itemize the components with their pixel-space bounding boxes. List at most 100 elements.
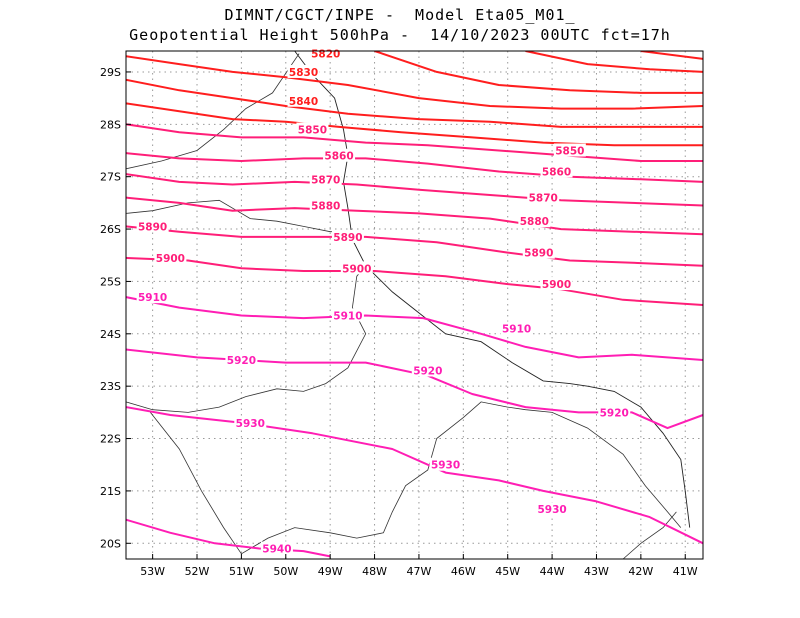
- contour-label: 5900: [342, 263, 371, 275]
- contour-label-background: [225, 352, 258, 366]
- contour-label: 5870: [529, 193, 558, 205]
- map-title-line-2: Geopotential Height 500hPa - 14/10/2023 …: [129, 26, 671, 44]
- y-tick-label: 26S: [100, 223, 121, 236]
- x-tick-label: 47W: [407, 565, 432, 578]
- x-tick-label: 50W: [273, 565, 298, 578]
- contour-line-5900: [126, 256, 703, 306]
- plot-frame: [125, 50, 704, 560]
- x-tick-label: 46W: [451, 565, 476, 578]
- contour-label-background: [540, 164, 573, 178]
- contour-label-background: [536, 502, 569, 516]
- contour-label-background: [260, 541, 293, 555]
- contour-label-background: [296, 122, 329, 136]
- y-tick-label: 29S: [100, 66, 121, 79]
- y-tick-label: 23S: [100, 380, 121, 393]
- contour-line-5910: [126, 296, 703, 361]
- contour-line-5790: [640, 51, 703, 60]
- contour-label: 5890: [333, 232, 362, 244]
- contour-label: 5850: [298, 125, 327, 137]
- x-tick-label: 53W: [140, 565, 165, 578]
- contour-label: 5910: [502, 324, 531, 336]
- contour-label-background: [540, 277, 573, 291]
- y-tick-label: 25S: [100, 275, 121, 288]
- contour-line-5810: [374, 51, 703, 94]
- contour-line-5890: [126, 225, 703, 267]
- contour-label-background: [234, 415, 267, 429]
- x-tick-label: 48W: [362, 565, 387, 578]
- state-border: [125, 265, 367, 413]
- contour-label: 5920: [227, 355, 256, 367]
- state-border: [125, 199, 348, 233]
- contour-label-background: [331, 308, 364, 322]
- contour-label-background: [340, 261, 373, 275]
- lat-lon-grid: [126, 51, 703, 559]
- contour-label: 5920: [413, 365, 442, 377]
- contour-label: 5910: [333, 310, 362, 322]
- y-tick-label: 21S: [100, 485, 121, 498]
- contour-label-background: [411, 363, 444, 377]
- contour-label: 5910: [138, 292, 167, 304]
- contour-label-background: [287, 93, 320, 107]
- contour-label: 5890: [138, 221, 167, 233]
- map-title-line-1: DIMNT/CGCT/INPE - Model Eta05_M01_: [224, 6, 576, 24]
- contour-label-background: [500, 321, 533, 335]
- state-border: [241, 401, 682, 555]
- contour-label: 5870: [311, 174, 340, 186]
- coastline: [294, 50, 691, 528]
- contour-label: 5890: [524, 248, 553, 260]
- contour-label-background: [598, 405, 631, 419]
- y-tick-label: 20S: [100, 537, 121, 550]
- contour-line-5870: [126, 173, 703, 207]
- contour-label: 5930: [537, 504, 566, 516]
- contour-label: 5900: [156, 253, 185, 265]
- contour-label: 5930: [431, 460, 460, 472]
- x-tick-label: 45W: [495, 565, 520, 578]
- contour-label: 5830: [289, 67, 318, 79]
- contour-label: 5940: [262, 544, 291, 556]
- x-tick-label: 52W: [185, 565, 210, 578]
- contour-label: 5920: [600, 407, 629, 419]
- contour-label-background: [154, 250, 187, 264]
- contour-label: 5880: [520, 216, 549, 228]
- contour-label: 5860: [542, 166, 571, 178]
- y-tick-label: 24S: [100, 328, 121, 341]
- contour-label: 5880: [311, 200, 340, 212]
- y-tick-label: 28S: [100, 118, 121, 131]
- contour-line-5930: [126, 406, 703, 545]
- contour-label-background: [527, 190, 560, 204]
- contour-label-background: [429, 457, 462, 471]
- contour-line-5880: [126, 196, 703, 236]
- state-border: [150, 412, 242, 555]
- contour-label-background: [136, 290, 169, 304]
- contour-labels: 5940 5930 5930 5930 5920 5920 5920 5910 5910 5910…: [136, 46, 631, 556]
- contour-label: 5820: [311, 49, 340, 61]
- contour-label: 5840: [289, 96, 318, 108]
- contour-label-background: [323, 148, 356, 162]
- contour-line-5830: [126, 78, 703, 128]
- x-tick-label: 44W: [540, 565, 565, 578]
- x-tick-label: 51W: [229, 565, 254, 578]
- x-tick-label: 49W: [318, 565, 343, 578]
- contour-line-5940: [126, 518, 331, 558]
- contour-label-background: [309, 172, 342, 186]
- x-tick-label: 43W: [584, 565, 609, 578]
- contour-line-5800: [525, 51, 703, 73]
- contour-label-background: [136, 219, 169, 233]
- contour-line-5850: [126, 123, 703, 162]
- contour-line-5860: [126, 152, 703, 183]
- x-tick-label: 41W: [673, 565, 698, 578]
- contour-label: 5860: [324, 151, 353, 163]
- contour-label: 5850: [555, 146, 584, 158]
- y-tick-label: 27S: [100, 171, 121, 184]
- contour-label-background: [522, 245, 555, 259]
- contour-label-background: [518, 214, 551, 228]
- contour-line-5820: [126, 55, 703, 110]
- contour-label: 5900: [542, 279, 571, 291]
- contour-label-background: [331, 229, 364, 243]
- y-tick-label: 22S: [100, 433, 121, 446]
- contour-label: 5930: [236, 418, 265, 430]
- state-border: [622, 511, 677, 560]
- contour-label-background: [309, 198, 342, 212]
- contour-label-background: [287, 64, 320, 78]
